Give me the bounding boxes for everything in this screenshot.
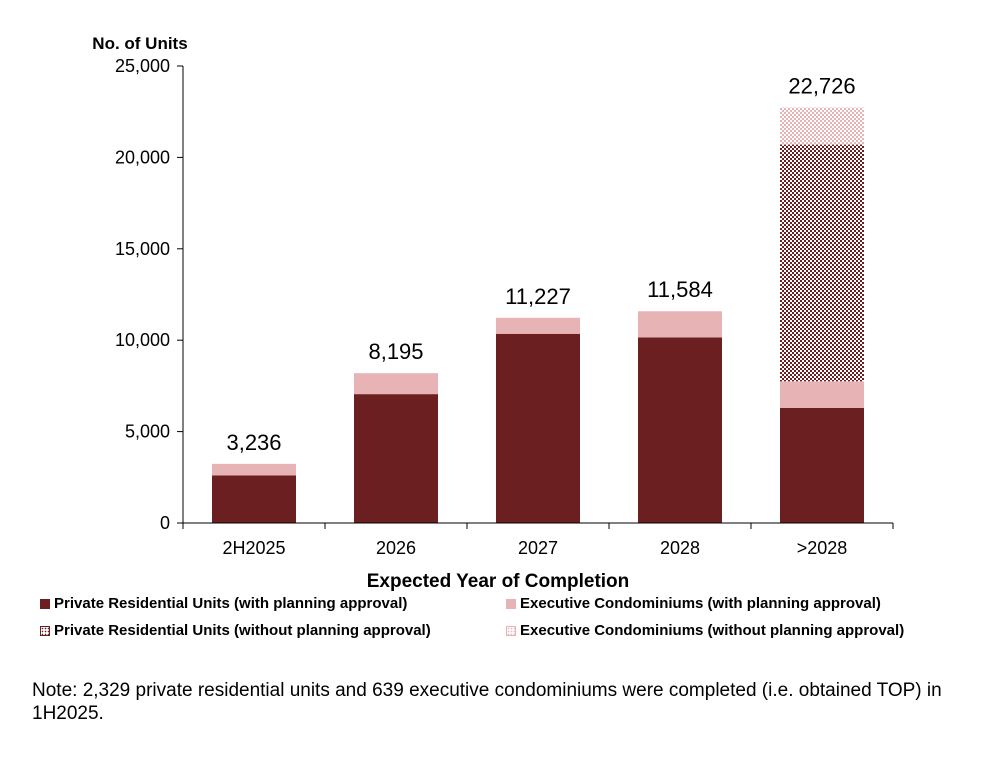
- legend-item-private-residential-with-approval: Private Residential Units (with planning…: [40, 595, 407, 612]
- stacked-bar-chart: No. of Units 0 5,000 10,000 15,000 20,000 25,…: [92, 34, 894, 592]
- bar-segment: [780, 381, 864, 408]
- bar-segment: [780, 407, 864, 523]
- legend-item-executive-condominiums-with-approval: Executive Condominiums (with planning ap…: [506, 595, 881, 612]
- bar-segment: [354, 373, 438, 395]
- legend-swatch: [506, 598, 516, 609]
- x-tick-label: 2028: [660, 538, 700, 558]
- y-tick-label: 5,000: [125, 422, 170, 442]
- x-tick-label: >2028: [797, 538, 848, 558]
- y-tick-label: 15,000: [115, 239, 170, 259]
- bar-segment: [496, 333, 580, 523]
- legend-label: Private Residential Units (without plann…: [54, 622, 431, 639]
- y-tick-label: 20,000: [115, 147, 170, 167]
- bar-segment: [212, 475, 296, 523]
- bar-segment: [212, 463, 296, 476]
- legend-item-executive-condominiums-without-approval: Executive Condominiums (without planning…: [506, 622, 904, 639]
- bar-total-label: 11,227: [505, 284, 571, 309]
- bar-total-label: 11,584: [647, 277, 713, 302]
- x-tick-label: 2H2025: [222, 538, 285, 558]
- bar-segment: [354, 394, 438, 523]
- legend-swatch: [40, 598, 50, 609]
- x-axis: 2H2025 2026 2027 2028 >2028: [182, 522, 894, 558]
- bar-segment: [780, 144, 864, 382]
- legend-swatch: [506, 625, 516, 636]
- y-tick-label: 10,000: [115, 330, 170, 350]
- legend-item-private-residential-without-approval: Private Residential Units (without plann…: [40, 622, 431, 639]
- bar-segment: [780, 107, 864, 145]
- x-tick-label: 2026: [376, 538, 416, 558]
- bars: 3,236 8,195 11,227 11,584 22,726: [212, 74, 864, 523]
- x-axis-title: Expected Year of Completion: [367, 571, 630, 592]
- bar-total-label: 3,236: [226, 430, 281, 455]
- footnote: Note: 2,329 private residential units an…: [32, 680, 942, 724]
- legend-swatch: [40, 625, 50, 636]
- bar-total-label: 22,726: [788, 74, 855, 99]
- bar-segment: [638, 337, 722, 523]
- legend-label: Executive Condominiums (with planning ap…: [520, 595, 881, 612]
- legend-label: Executive Condominiums (without planning…: [520, 622, 905, 639]
- bar-segment: [496, 317, 580, 334]
- legend-label: Private Residential Units (with planning…: [54, 595, 408, 612]
- y-tick-label: 0: [160, 513, 170, 533]
- y-tick-label: 25,000: [115, 56, 170, 76]
- bar-total-label: 8,195: [368, 339, 423, 364]
- y-axis: 0 5,000 10,000 15,000 20,000 25,000: [115, 56, 184, 533]
- bar-segment: [638, 311, 722, 338]
- y-axis-title: No. of Units: [92, 34, 187, 53]
- x-tick-label: 2027: [518, 538, 558, 558]
